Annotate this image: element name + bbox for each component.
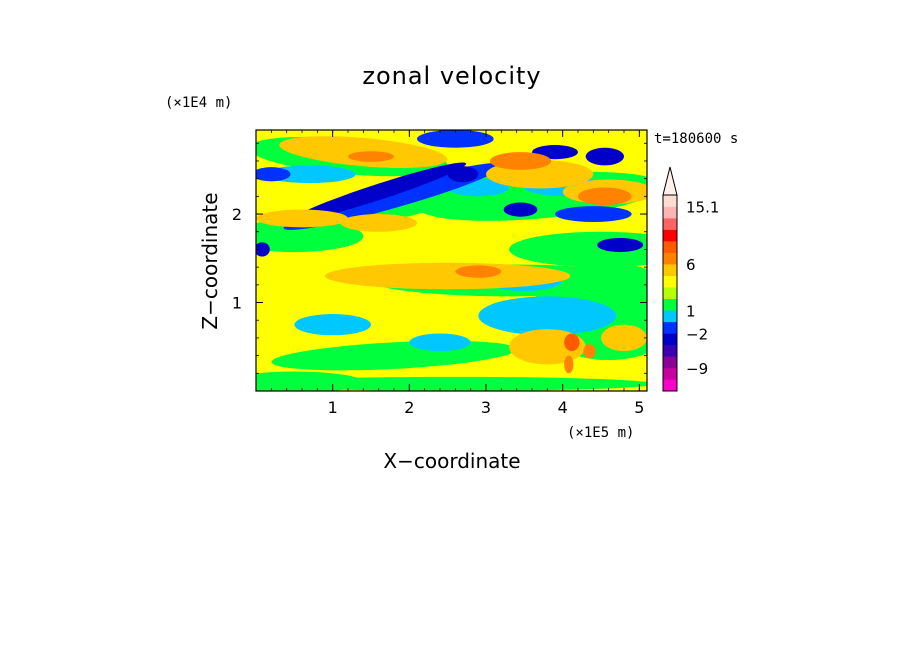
- colorbar-label: −2: [686, 325, 708, 343]
- field-region-strong_pos: [564, 355, 574, 374]
- x-tick-label: 5: [634, 398, 644, 417]
- colorbar-label: 1: [686, 302, 696, 320]
- field-region-neg: [283, 162, 505, 230]
- y-axis-label: Z−coordinate: [198, 192, 222, 329]
- field-region-weak_neg: [263, 165, 356, 184]
- field-region-neg: [555, 206, 632, 223]
- plot-frame: [255, 129, 648, 392]
- field-region-pos: [325, 262, 571, 290]
- x-unit-label: (×1E5 m): [567, 425, 634, 441]
- chart-title: zonal velocity: [362, 62, 541, 90]
- field-region-near_zero: [256, 376, 647, 391]
- colorbar-label: 15.1: [686, 199, 719, 217]
- x-axis: 1 2 3 4 5: [270, 130, 644, 417]
- x-tick-label: 1: [328, 398, 338, 417]
- field-region-strong_neg: [256, 242, 270, 257]
- field-region-pos: [601, 324, 647, 352]
- colorbar-band: [663, 287, 677, 300]
- field-region-strong_pos: [489, 152, 552, 170]
- colorbar-band: [663, 252, 677, 265]
- y-tick-label: 1: [232, 294, 242, 313]
- field-region-strong_neg: [503, 202, 538, 217]
- x-tick-label: 3: [481, 398, 491, 417]
- y-tick-label: 2: [232, 205, 242, 224]
- colorbar-band: [663, 310, 677, 323]
- x-tick-label: 4: [558, 398, 568, 417]
- field-region-weak_neg: [409, 333, 471, 352]
- colorbar-frame: [662, 194, 678, 392]
- colorbar-band: [663, 218, 677, 230]
- colorbar-band: [663, 206, 677, 219]
- field-region-neg: [256, 167, 291, 182]
- field-region-strong_pos: [348, 151, 394, 162]
- field-region-weak_neg: [478, 296, 617, 336]
- y-unit-label: (×1E4 m): [165, 95, 232, 111]
- x-axis-label: X−coordinate: [383, 449, 520, 473]
- colorbar-band: [663, 367, 677, 380]
- colorbar-band: [663, 379, 677, 392]
- colorbar-band: [663, 356, 677, 369]
- field-region-pos: [256, 209, 348, 228]
- field-region-very_strong_pos: [564, 333, 580, 352]
- colorbar-band: [663, 195, 677, 207]
- colorbar-band: [663, 264, 677, 277]
- colorbar-band: [663, 333, 677, 346]
- colorbar-label: 6: [686, 256, 696, 274]
- velocity-field: [256, 130, 647, 391]
- field-region-strong_neg: [585, 147, 624, 166]
- field-region-weak_neg: [294, 314, 371, 336]
- field-region-strong_pos: [578, 187, 632, 206]
- field-region-strong_neg: [447, 166, 479, 183]
- colorbar-band: [663, 344, 677, 357]
- field-region-strong_neg: [597, 237, 644, 253]
- colorbar-band: [663, 241, 677, 253]
- colorbar-band: [663, 275, 677, 288]
- colorbar: 15.1 6 1 −2 −9: [662, 166, 719, 392]
- field-region-neg: [417, 130, 494, 148]
- colorbar-label: −9: [686, 360, 708, 378]
- field-region-strong_pos: [583, 344, 596, 359]
- colorbar-band: [663, 298, 677, 311]
- colorbar-band: [663, 229, 677, 242]
- field-region-strong_pos: [455, 265, 502, 278]
- colorbar-band: [663, 321, 677, 334]
- field-region-strong_neg: [291, 162, 467, 222]
- colorbar-extend-arrow: [662, 166, 678, 196]
- x-tick-label: 2: [404, 398, 414, 417]
- y-axis: 12: [232, 142, 647, 374]
- field-region-pos: [340, 214, 417, 232]
- time-label: t=180600 s: [654, 131, 738, 147]
